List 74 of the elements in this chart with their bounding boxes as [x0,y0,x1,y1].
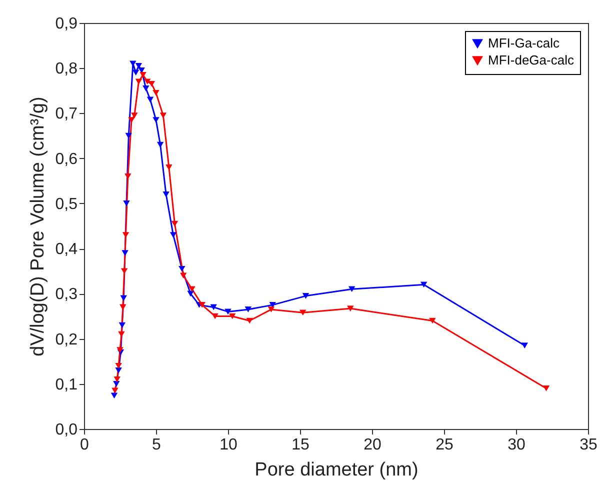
x-tick-label: 30 [508,436,526,454]
point [152,117,160,123]
point [429,318,436,324]
point [146,96,154,103]
point [122,232,130,238]
point [115,367,122,374]
point [348,286,356,292]
point [135,62,142,69]
point [113,380,120,387]
point [132,70,140,76]
legend-label: MFI-deGa-calc [488,52,574,68]
point [118,331,125,338]
y-axis-title: dV/log(D) Pore Volume (cm³/g) [27,96,48,356]
x-axis-title: Pore diameter (nm) [254,460,418,480]
point [178,266,186,272]
point [246,318,253,324]
point [170,232,177,238]
point [118,322,126,328]
point [521,342,528,348]
point [347,306,354,312]
x-tick-label: 35 [580,436,598,454]
point [224,308,232,315]
x-tick-label: 5 [152,436,162,454]
x-tick-label: 0 [80,436,90,454]
point [116,347,124,353]
point [142,86,150,92]
point [244,306,252,312]
point [160,112,167,118]
point [210,304,217,310]
x-tick-label: 20 [364,436,382,454]
point [125,132,132,139]
point [152,90,160,96]
point [171,220,178,227]
point [180,272,187,279]
point [228,313,236,320]
point [162,192,170,198]
x-tick-label: 25 [436,436,454,454]
point [110,392,118,399]
point [542,385,550,392]
point [140,72,146,78]
y-tick-label: 0,0 [55,422,78,438]
point [128,117,135,123]
point [188,286,196,292]
point [148,80,156,87]
point [166,164,172,170]
y-tick-label: 0,5 [55,196,78,213]
y-tick-label: 0,8 [55,60,78,78]
y-tick-label: 0,1 [55,376,78,394]
y-tick-label: 0,9 [55,16,78,32]
point [144,78,151,85]
x-tick-label: 15 [292,436,310,454]
legend-label: MFI-Ga-calc [488,36,560,50]
y-tick-label: 0,7 [55,106,78,123]
point [115,362,122,369]
point [124,173,132,180]
y-tick-label: 0,6 [55,150,78,168]
point [198,302,206,308]
point [112,388,118,394]
point [212,313,218,320]
point [131,112,138,118]
x-tick-label: 10 [220,436,238,454]
point [123,200,130,206]
point [156,142,164,148]
point [114,376,120,382]
point [300,310,306,316]
y-tick-label: 0,4 [55,241,78,258]
point [120,295,127,302]
y-tick-label: 0,2 [55,331,78,348]
point [302,293,310,299]
point [268,306,275,312]
point [420,282,428,288]
point [122,250,128,256]
point [135,78,142,85]
y-tick-label: 0,3 [55,286,78,304]
